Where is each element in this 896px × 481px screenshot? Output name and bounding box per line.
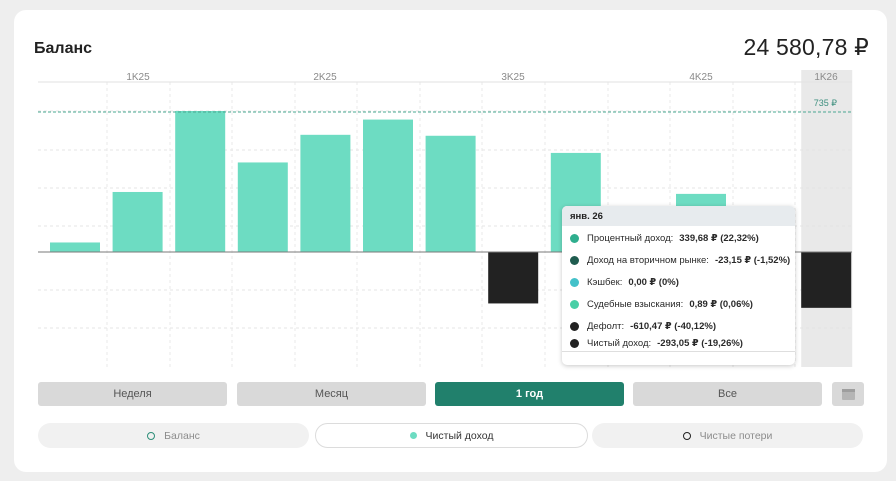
tooltip-row-value: -293,05 ₽ (-19,26%) [657,337,743,349]
net-losses-ring-icon [682,431,691,440]
quarter-tick-label: 2K25 [313,72,337,83]
legend-net-losses[interactable]: Чистые потери [592,423,863,448]
highlight-column [801,70,853,367]
period-month-button[interactable]: Месяц [237,382,426,406]
net-loss-bar [488,252,539,304]
net-income-dot-icon [570,338,579,348]
net-income-bar [237,162,288,252]
quarter-tick-label: 1K26 [814,72,838,83]
tooltip-row-value: 0,00 ₽ (0%) [628,276,679,288]
legend-balance[interactable]: Баланс [38,423,309,448]
tooltip-row-value: -610,47 ₽ (-40,12%) [630,320,716,332]
balance-total: 24 580,78 ₽ [743,34,869,60]
tooltip-row-value: -23,15 ₽ (-1,52%) [714,254,791,266]
interest-dot-icon [570,233,579,243]
tooltip-row-cashback: Кэшбек: 0,00 ₽ (0%) [570,275,679,289]
balance-chart[interactable]: 1K25 2K25 3K25 4K25 1K26 735 ₽ [14,10,887,370]
net-income-bar [300,134,351,252]
net-income-bar [112,191,163,252]
net-income-bar [425,135,476,252]
tooltip-row-default: Дефолт: -610,47 ₽ (-40,12%) [570,319,716,333]
tooltip-row-value: 0,89 ₽ (0,06%) [689,298,753,310]
date-range-button[interactable] [832,382,864,406]
legend-label: Чистые потери [699,429,773,442]
tooltip-row-label: Доход на вторичном рынке: [587,254,709,266]
period-all-button[interactable]: Все [633,382,822,406]
tooltip-row-label: Процентный доход: [587,232,674,244]
tooltip-row-label: Кэшбек: [587,276,623,288]
net-income-bar [50,242,100,252]
tooltip-divider [562,351,795,352]
tooltip-row-recovery: Судебные взыскания: 0,89 ₽ (0,06%) [570,297,753,311]
net-income-bar [363,119,413,252]
chart-tooltip: янв. 26 Процентный доход: 339,68 ₽ (22,3… [562,206,795,365]
tooltip-row-label: Дефолт: [587,320,625,332]
period-week-button[interactable]: Неделя [38,382,227,406]
tooltip-row-value: 339,68 ₽ (22,32%) [679,232,759,244]
balance-card: Баланс 24 580,78 ₽ 1K25 2K25 3K25 4K25 1K26 7… [14,10,887,472]
secondary-market-dot-icon [570,255,579,265]
quarter-tick-label: 1K25 [126,72,150,83]
cashback-dot-icon [570,277,579,287]
tooltip-date: янв. 26 [562,206,795,226]
default-dot-icon [570,321,579,331]
tooltip-row-interest: Процентный доход: 339,68 ₽ (22,32%) [570,231,759,245]
legend-label: Чистый доход [425,429,494,442]
net-income-dot-icon [409,432,417,439]
net-loss-bar [801,252,852,308]
balance-ring-icon [147,431,156,440]
tooltip-row-label: Чистый доход: [587,337,652,349]
quarter-tick-label: 4K25 [689,72,713,83]
calendar-icon [841,388,855,400]
tooltip-row-label: Судебные взыскания: [587,298,684,310]
average-reference-label: 735 ₽ [814,98,838,108]
quarter-tick-label: 3K25 [501,72,525,83]
legend-label: Баланс [164,429,200,442]
legend-net-income[interactable]: Чистый доход [315,423,588,448]
page-title: Баланс [34,40,93,57]
tooltip-row-secondary-market: Доход на вторичном рынке: -23,15 ₽ (-1,5… [570,253,790,267]
tooltip-row-net-income: Чистый доход: -293,05 ₽ (-19,26%) [570,336,743,350]
net-income-bar [175,111,226,252]
recovery-dot-icon [570,299,579,309]
period-year-button[interactable]: 1 год [435,382,624,406]
